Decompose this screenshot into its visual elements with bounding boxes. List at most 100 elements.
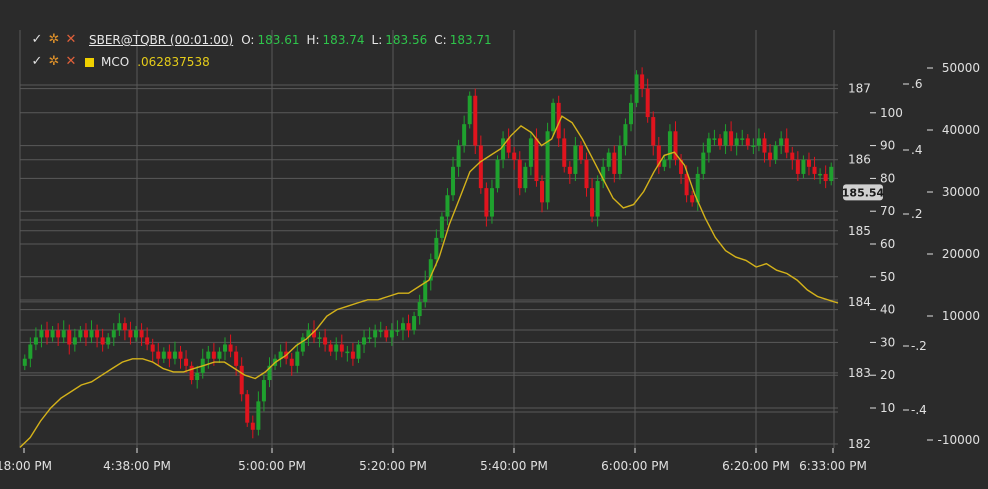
candle-body — [28, 344, 33, 359]
candle-body — [462, 124, 467, 146]
candle-body — [456, 145, 461, 167]
candle-body — [239, 365, 244, 395]
candle-body — [295, 351, 300, 366]
candle-body — [701, 152, 706, 174]
time-tick-label: 6:33:00 PM — [799, 459, 867, 473]
candle-body — [234, 351, 239, 366]
candle-body — [311, 330, 316, 338]
candle-body — [768, 152, 773, 160]
candle-body — [534, 138, 539, 182]
time-tick-label: 4:38:00 PM — [103, 459, 171, 473]
volume-tick-label: 50000 — [942, 61, 980, 75]
candle-body — [634, 74, 639, 103]
close-icon[interactable]: ✕ — [65, 32, 77, 47]
candle-body — [328, 344, 333, 352]
time-tick-label: 6:00:00 PM — [601, 459, 669, 473]
high-label: H: — [306, 33, 320, 47]
candle-body — [823, 173, 828, 182]
osc-tick-label: 20 — [880, 368, 895, 382]
candle-body — [89, 330, 94, 338]
candle-body — [584, 159, 589, 189]
candle-body — [345, 351, 350, 354]
candle-body — [795, 159, 800, 174]
mco-axis: -.4 -.2 .2 .4 .6 — [903, 77, 927, 417]
visibility-check-icon[interactable]: ✓ — [31, 32, 43, 47]
candle-body — [501, 138, 506, 160]
candle-body — [506, 138, 511, 153]
mco-tick-label: .2 — [911, 207, 922, 221]
price-tick-label: 187 — [848, 82, 871, 96]
candle-body — [373, 330, 378, 338]
candle-body — [740, 138, 745, 140]
candle-body — [745, 138, 750, 146]
candle-body — [645, 88, 650, 118]
candle-body — [590, 188, 595, 217]
candle-body — [45, 330, 50, 338]
candle-body — [729, 131, 734, 146]
grid-lines — [19, 30, 838, 448]
candle-body — [145, 337, 150, 345]
visibility-check-icon[interactable]: ✓ — [31, 54, 43, 69]
candle-body — [495, 159, 500, 189]
candle-body — [434, 237, 439, 260]
candle-body — [595, 181, 600, 217]
candle-body — [573, 145, 578, 174]
low-value: 183.56 — [385, 33, 428, 47]
close-label: C: — [434, 33, 447, 47]
candle-body — [818, 173, 823, 176]
price-tick-label: 182 — [848, 437, 871, 451]
time-axis: 18:00 PM 4:38:00 PM 5:00:00 PM 5:20:00 PM 5:… — [0, 448, 867, 473]
candle-body — [662, 159, 667, 167]
candle-body — [451, 166, 456, 196]
price-tick-label: 184 — [848, 295, 871, 309]
candle-body — [478, 145, 483, 189]
candle-body — [706, 138, 711, 153]
candle-body — [350, 351, 355, 359]
mco-tick-label: .4 — [911, 143, 922, 157]
candle-body — [250, 422, 255, 430]
close-icon[interactable]: ✕ — [65, 54, 77, 69]
candle-body — [61, 330, 66, 338]
price-tick-label: 186 — [848, 153, 871, 167]
candle-body — [33, 337, 38, 345]
gear-icon[interactable]: ✲ — [48, 32, 60, 47]
candle-body — [167, 351, 172, 359]
time-tick-label: 18:00 PM — [0, 459, 52, 473]
gear-icon[interactable]: ✲ — [48, 54, 60, 69]
candle-body — [684, 173, 689, 196]
candle-body — [300, 337, 305, 352]
main-series-legend: ✓ ✲ ✕ SBER@TQBR (00:01:00) O: 183.61 H: 18… — [30, 31, 499, 49]
candle-body — [667, 131, 672, 160]
candle-body — [423, 280, 428, 302]
time-tick-label: 5:20:00 PM — [359, 459, 427, 473]
indicator-color-swatch — [85, 57, 94, 67]
candle-body — [217, 351, 222, 359]
volume-tick-label: 20000 — [942, 247, 980, 261]
mco-tick-label: -.4 — [911, 403, 927, 417]
price-tick-label: 185 — [848, 224, 871, 238]
candle-body — [612, 152, 617, 174]
candle-body — [83, 330, 88, 338]
open-value: 183.61 — [257, 33, 300, 47]
low-label: L: — [371, 33, 383, 47]
candle-body — [751, 145, 756, 147]
candle-body — [56, 330, 61, 338]
candle-body — [679, 159, 684, 174]
candle-body — [228, 344, 233, 352]
indicator-legend: ✓ ✲ ✕ MCO .062837538 — [30, 53, 210, 71]
series-symbol-label[interactable]: SBER@TQBR (00:01:00) — [89, 33, 234, 47]
candle-body — [306, 330, 311, 338]
candle-body — [223, 344, 227, 352]
high-value: 183.74 — [322, 33, 365, 47]
open-label: O: — [241, 33, 255, 47]
candle-body — [512, 152, 517, 160]
candle-body — [134, 330, 139, 338]
candle-body — [801, 159, 806, 174]
candle-body — [184, 358, 189, 366]
candle-body — [606, 152, 611, 167]
candle-body — [78, 330, 83, 338]
candle-body — [256, 401, 261, 430]
candle-body — [562, 138, 567, 167]
candle-body — [356, 344, 361, 359]
